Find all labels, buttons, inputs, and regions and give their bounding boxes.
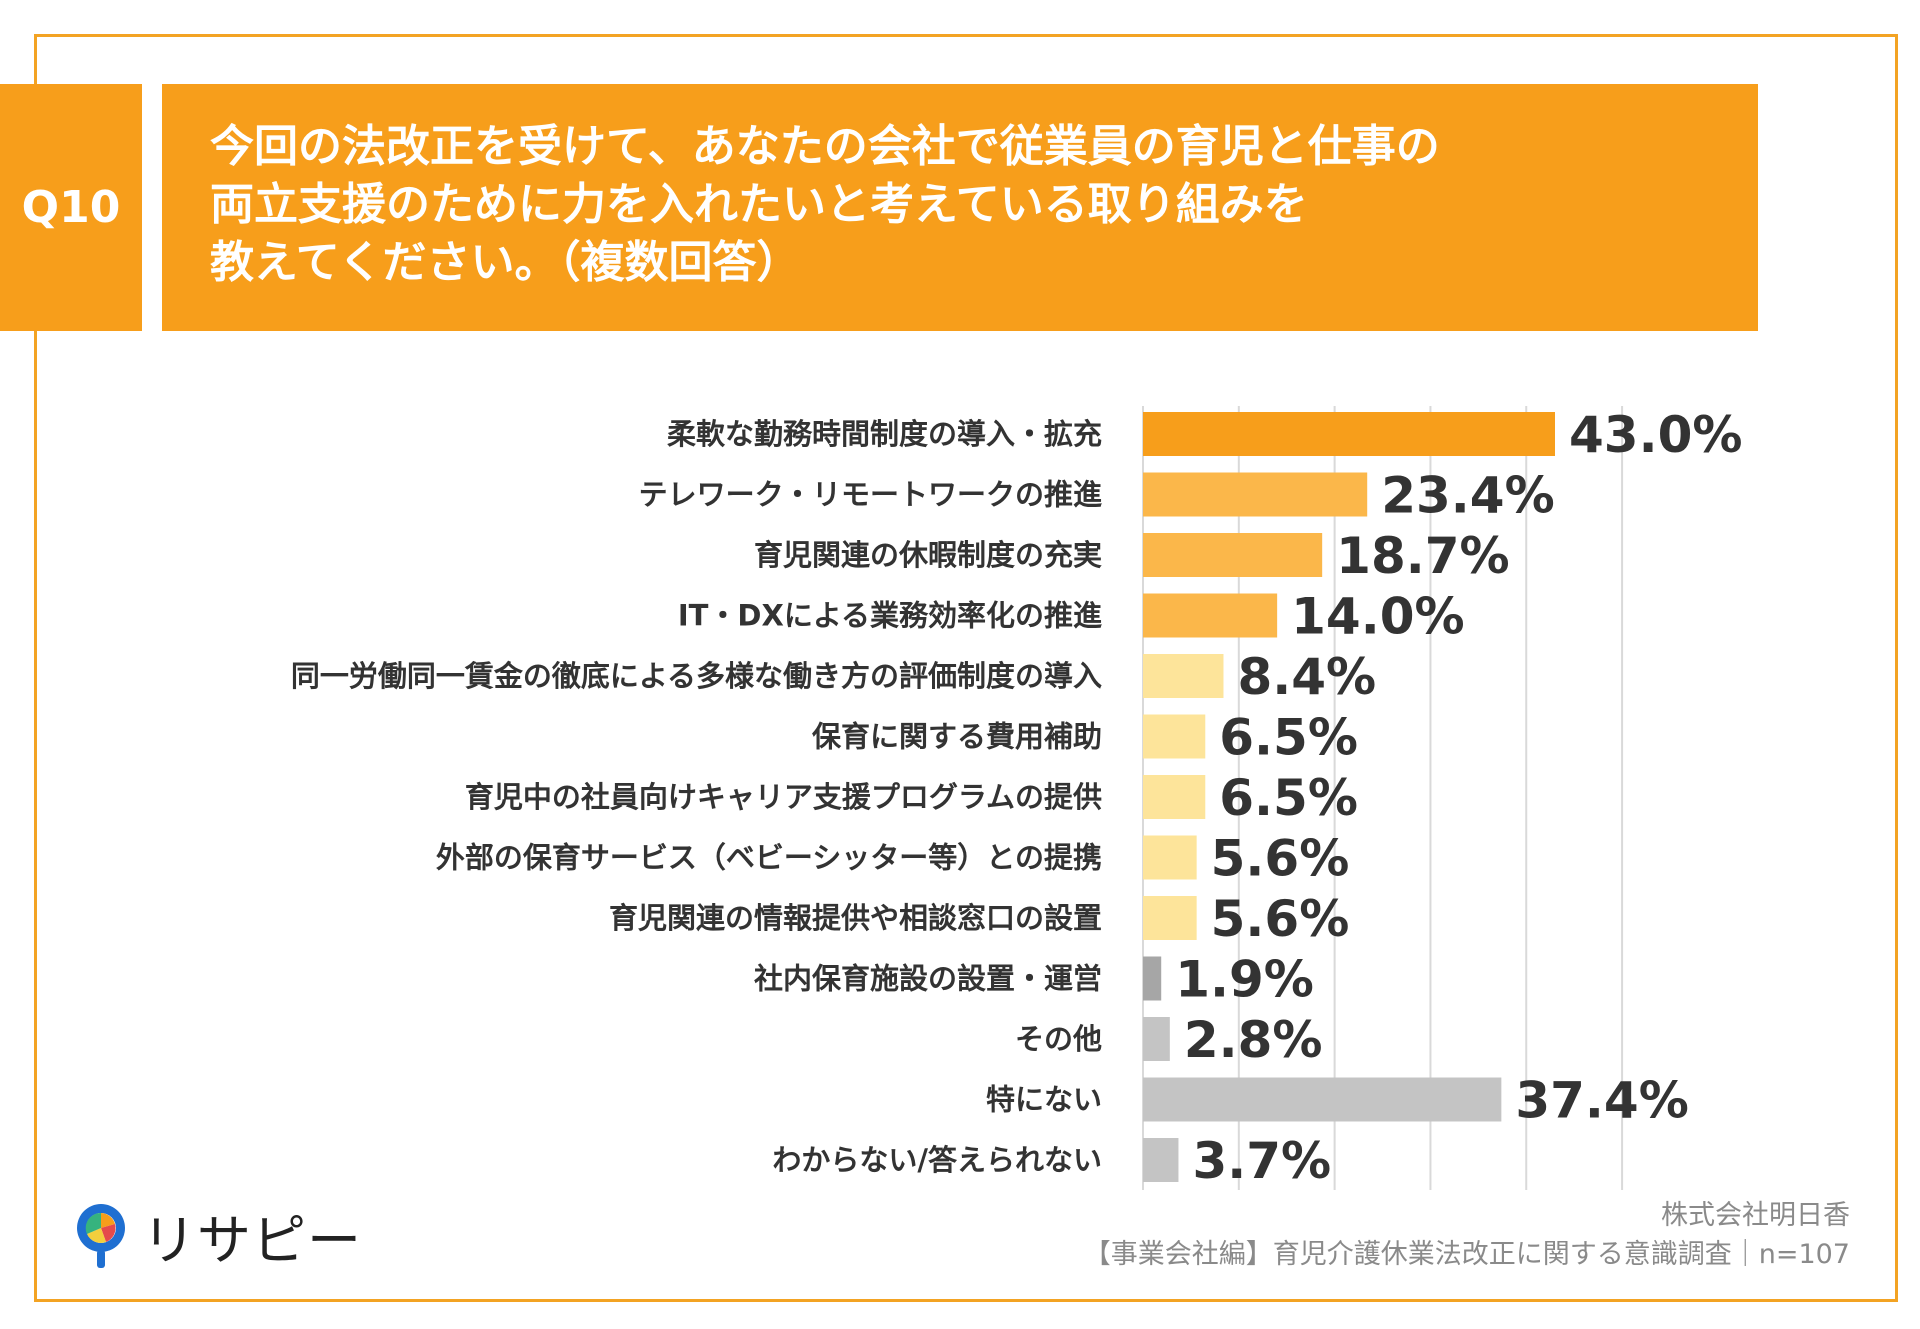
category-label-7: 育児中の社員向けキャリア支援プログラムの提供 <box>465 780 1102 814</box>
category-label-5: 同一労働同一賃金の徹底による多様な働き方の評価制度の導入 <box>291 659 1102 693</box>
category-label-10: 社内保育施設の設置・運営 <box>754 962 1102 996</box>
bar-5 <box>1143 654 1224 698</box>
category-label-9: 育児関連の情報提供や相談窓口の設置 <box>609 901 1102 935</box>
bar-7 <box>1143 775 1206 819</box>
category-label-13: わからない/答えられない <box>772 1143 1102 1177</box>
question-text-line-3: 教えてください。（複数回答） <box>210 237 801 288</box>
bar-13 <box>1143 1138 1179 1182</box>
value-label-12: 37.4% <box>1515 1072 1688 1130</box>
value-label-1: 43.0% <box>1569 406 1742 464</box>
category-label-11: その他 <box>1015 1022 1102 1056</box>
bar-11 <box>1143 1017 1170 1061</box>
category-label-2: テレワーク・リモートワークの推進 <box>639 478 1102 512</box>
bar-12 <box>1143 1077 1502 1122</box>
value-label-13: 3.7% <box>1192 1132 1331 1190</box>
footer-survey-info: 【事業会社編】育児介護休業法改正に関する意識調査｜n=107 <box>1083 1239 1850 1270</box>
value-label-2: 23.4% <box>1381 467 1554 525</box>
bar-6 <box>1143 714 1206 759</box>
bar-8 <box>1143 835 1197 880</box>
category-label-8: 外部の保育サービス（ベビーシッター等）との提携 <box>436 841 1102 875</box>
bar-2 <box>1143 472 1368 517</box>
category-label-12: 特にない <box>986 1083 1102 1117</box>
question-number: Q10 <box>21 182 121 233</box>
outer-frame <box>34 34 1898 1302</box>
value-label-4: 14.0% <box>1291 588 1464 646</box>
bar-1 <box>1143 412 1555 456</box>
value-label-8: 5.6% <box>1211 830 1350 888</box>
bar-3 <box>1143 533 1323 577</box>
value-label-3: 18.7% <box>1336 527 1509 585</box>
value-label-11: 2.8% <box>1184 1011 1323 1069</box>
chart-bars <box>1143 412 1555 1182</box>
bar-9 <box>1143 896 1197 940</box>
category-label-4: IT・DXによる業務効率化の推進 <box>678 599 1102 633</box>
question-text-line-1: 今回の法改正を受けて、あなたの会社で従業員の育児と仕事の <box>210 121 1440 172</box>
value-label-6: 6.5% <box>1219 709 1358 767</box>
question-number-badge: Q10 <box>0 84 142 331</box>
category-label-3: 育児関連の休暇制度の充実 <box>754 538 1102 572</box>
value-label-5: 8.4% <box>1237 648 1376 706</box>
category-label-6: 保育に関する費用補助 <box>811 720 1102 754</box>
category-label-1: 柔軟な勤務時間制度の導入・拡充 <box>667 417 1102 451</box>
logo-text: リサピー <box>142 1208 362 1272</box>
value-label-7: 6.5% <box>1219 769 1358 827</box>
value-label-9: 5.6% <box>1211 890 1350 948</box>
bar-10 <box>1143 956 1162 1001</box>
question-text-line-2: 両立支援のために力を入れたいと考えている取り組みを <box>210 179 1308 230</box>
pin-icon <box>77 1204 125 1268</box>
value-label-10: 1.9% <box>1175 951 1314 1009</box>
risapy-logo: リサピー <box>70 1200 362 1272</box>
bar-4 <box>1143 593 1278 638</box>
footer-company: 株式会社明日香 <box>1661 1200 1850 1231</box>
chart-category-labels: 柔軟な勤務時間制度の導入・拡充テレワーク・リモートワークの推進育児関連の休暇制度… <box>291 417 1102 1177</box>
chart-value-labels: 43.0%23.4%18.7%14.0%8.4%6.5%6.5%5.6%5.6%… <box>1175 406 1742 1190</box>
question-header: 今回の法改正を受けて、あなたの会社で従業員の育児と仕事の 両立支援のために力を入… <box>162 84 1758 331</box>
